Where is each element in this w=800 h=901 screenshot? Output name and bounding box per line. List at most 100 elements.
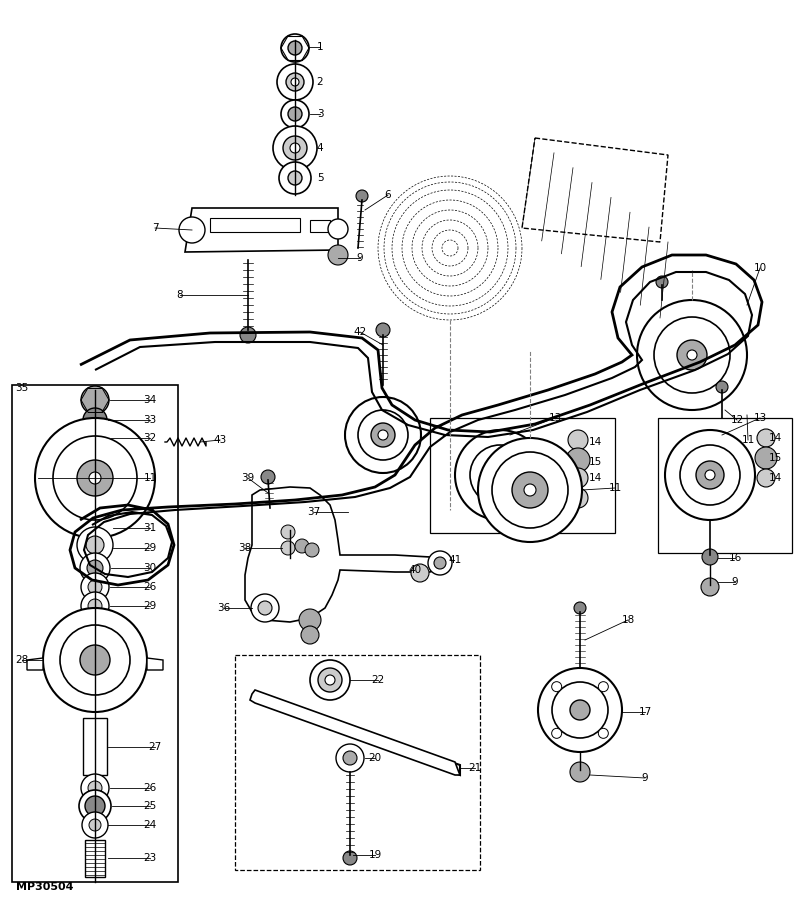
Text: 22: 22: [371, 675, 385, 685]
Circle shape: [598, 682, 608, 692]
Circle shape: [281, 100, 309, 128]
Circle shape: [343, 751, 357, 765]
Text: 11: 11: [608, 483, 622, 493]
Circle shape: [434, 557, 446, 569]
Text: 27: 27: [148, 742, 162, 752]
Polygon shape: [245, 487, 440, 622]
Circle shape: [288, 107, 302, 121]
Circle shape: [286, 73, 304, 91]
Text: 24: 24: [143, 820, 157, 830]
Text: 19: 19: [368, 850, 382, 860]
Circle shape: [538, 668, 622, 752]
Circle shape: [757, 429, 775, 447]
Polygon shape: [185, 208, 338, 252]
Circle shape: [283, 136, 307, 160]
Polygon shape: [147, 658, 163, 670]
Circle shape: [60, 625, 130, 695]
Circle shape: [81, 774, 109, 802]
Circle shape: [79, 790, 111, 822]
Text: 14: 14: [588, 473, 602, 483]
Circle shape: [570, 762, 590, 782]
Text: 26: 26: [143, 582, 157, 592]
Polygon shape: [83, 718, 107, 775]
Polygon shape: [210, 218, 300, 232]
Circle shape: [345, 397, 421, 473]
Text: 11: 11: [742, 435, 754, 445]
Circle shape: [89, 472, 101, 484]
Circle shape: [552, 682, 562, 692]
Text: 13: 13: [754, 413, 766, 423]
Circle shape: [371, 423, 395, 447]
Text: 8: 8: [177, 290, 183, 300]
Circle shape: [574, 602, 586, 614]
Circle shape: [702, 549, 718, 565]
Circle shape: [492, 452, 568, 528]
Circle shape: [179, 217, 205, 243]
Circle shape: [295, 539, 309, 553]
Circle shape: [86, 536, 104, 554]
Circle shape: [85, 796, 105, 816]
Text: 33: 33: [143, 415, 157, 425]
Circle shape: [88, 599, 102, 613]
Circle shape: [328, 245, 348, 265]
Text: 26: 26: [143, 783, 157, 793]
Circle shape: [273, 126, 317, 170]
Circle shape: [77, 527, 113, 563]
Circle shape: [455, 430, 545, 520]
Text: 39: 39: [242, 473, 254, 483]
Text: 28: 28: [15, 655, 29, 665]
Circle shape: [478, 438, 582, 542]
Text: 14: 14: [768, 473, 782, 483]
Circle shape: [757, 469, 775, 487]
Circle shape: [512, 472, 548, 508]
Text: 40: 40: [409, 565, 422, 575]
Polygon shape: [255, 695, 460, 775]
Text: 36: 36: [218, 603, 230, 613]
Text: 25: 25: [143, 801, 157, 811]
Circle shape: [696, 461, 724, 489]
Circle shape: [281, 541, 295, 555]
Circle shape: [258, 601, 272, 615]
Text: 15: 15: [768, 453, 782, 463]
Text: 29: 29: [143, 543, 157, 553]
Circle shape: [281, 525, 295, 539]
Text: 37: 37: [307, 507, 321, 517]
Text: 35: 35: [15, 383, 29, 393]
Circle shape: [251, 594, 279, 622]
Circle shape: [328, 219, 348, 239]
Circle shape: [677, 340, 707, 370]
Circle shape: [495, 470, 505, 480]
Text: 17: 17: [638, 707, 652, 717]
Circle shape: [279, 162, 311, 194]
Text: 3: 3: [317, 109, 323, 119]
Circle shape: [288, 41, 302, 55]
Circle shape: [568, 468, 588, 488]
Circle shape: [665, 430, 755, 520]
Circle shape: [88, 431, 102, 445]
Circle shape: [81, 386, 109, 414]
Circle shape: [637, 300, 747, 410]
Text: 30: 30: [143, 563, 157, 573]
Text: 14: 14: [768, 433, 782, 443]
Text: 14: 14: [588, 437, 602, 447]
Text: MP30504: MP30504: [16, 882, 74, 892]
Text: 29: 29: [143, 601, 157, 611]
Circle shape: [336, 744, 364, 772]
Circle shape: [568, 430, 588, 450]
Circle shape: [88, 781, 102, 795]
Text: 16: 16: [728, 553, 742, 563]
Text: 13: 13: [548, 413, 562, 423]
Circle shape: [566, 448, 590, 472]
Circle shape: [82, 812, 108, 838]
Circle shape: [411, 564, 429, 582]
Circle shape: [77, 460, 113, 496]
Text: 10: 10: [754, 263, 766, 273]
Text: 4: 4: [317, 143, 323, 153]
Circle shape: [35, 418, 155, 538]
Text: 12: 12: [730, 415, 744, 425]
Circle shape: [486, 461, 514, 489]
Circle shape: [654, 317, 730, 393]
Circle shape: [552, 682, 608, 738]
Circle shape: [318, 668, 342, 692]
Circle shape: [88, 580, 102, 594]
